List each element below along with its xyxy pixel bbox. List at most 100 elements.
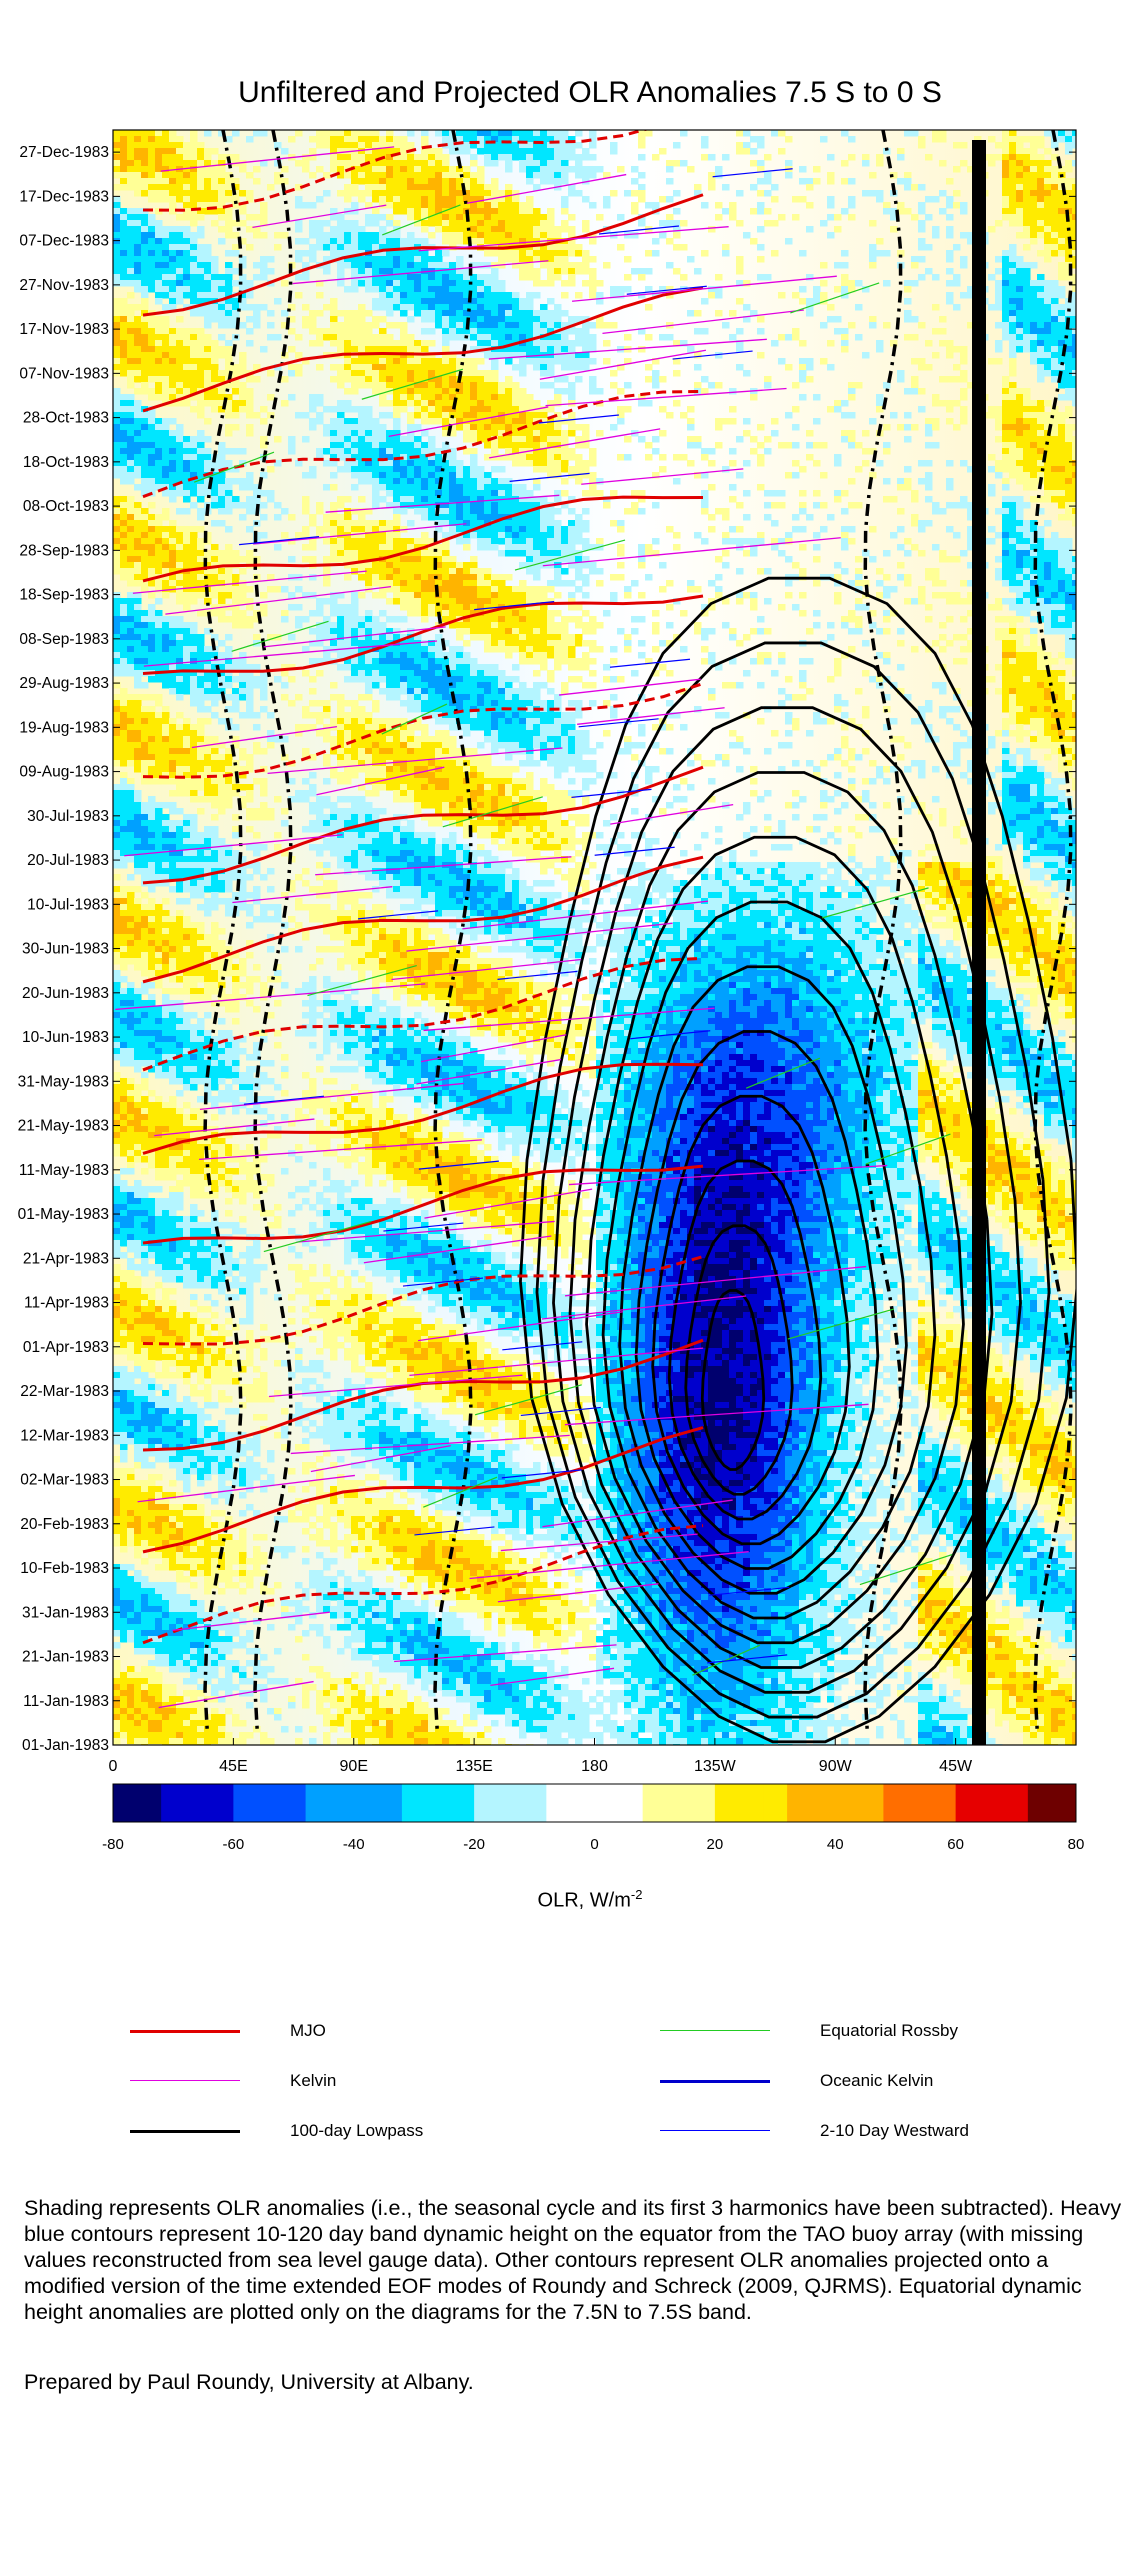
shading-cell <box>211 286 219 293</box>
shading-cell <box>162 304 170 311</box>
shading-cell <box>512 310 520 317</box>
shading-cell <box>113 238 121 245</box>
shading-cell <box>288 136 296 143</box>
shading-cell <box>344 370 352 377</box>
shading-cell <box>449 526 457 533</box>
shading-cell <box>400 436 408 443</box>
shading-cell <box>1002 418 1010 425</box>
shading-cell <box>1065 502 1073 509</box>
shading-cell <box>1037 430 1045 437</box>
shading-cell <box>204 334 212 341</box>
shading-cell <box>183 490 191 497</box>
shading-cell <box>904 466 912 473</box>
shading-cell <box>421 130 429 137</box>
shading-cell <box>141 478 149 485</box>
shading-cell <box>568 364 576 371</box>
shading-cell <box>155 286 163 293</box>
shading-cell <box>946 376 954 383</box>
shading-cell <box>155 424 163 431</box>
shading-cell <box>477 148 485 155</box>
shading-cell <box>547 430 555 437</box>
shading-cell <box>911 256 919 263</box>
shading-cell <box>120 436 128 443</box>
shading-cell <box>1009 358 1017 365</box>
shading-cell <box>183 400 191 407</box>
shading-cell <box>190 280 198 287</box>
shading-cell <box>127 268 135 275</box>
shading-cell <box>1009 304 1017 311</box>
shading-cell <box>1065 352 1073 359</box>
shading-cell <box>134 340 142 347</box>
shading-cell <box>498 502 506 509</box>
shading-cell <box>554 148 562 155</box>
shading-cell <box>582 442 590 449</box>
shading-cell <box>554 244 562 251</box>
shading-cell <box>379 226 387 233</box>
shading-cell <box>351 262 359 269</box>
shading-cell <box>806 310 814 317</box>
shading-cell <box>176 550 184 557</box>
shading-cell <box>848 322 856 329</box>
shading-cell <box>799 286 807 293</box>
shading-cell <box>204 466 212 473</box>
shading-cell <box>148 520 156 527</box>
shading-cell <box>855 304 863 311</box>
shading-cell <box>393 460 401 467</box>
shading-cell <box>589 448 597 455</box>
shading-cell <box>883 442 891 449</box>
shading-cell <box>365 412 373 419</box>
shading-cell <box>386 334 394 341</box>
shading-cell <box>246 304 254 311</box>
shading-cell <box>239 484 247 491</box>
shading-cell <box>113 196 121 203</box>
shading-cell <box>428 148 436 155</box>
shading-cell <box>491 202 499 209</box>
shading-cell <box>631 508 639 515</box>
shading-cell <box>148 346 156 353</box>
shading-cell <box>925 364 933 371</box>
shading-cell <box>197 352 205 359</box>
shading-cell <box>211 556 219 563</box>
shading-cell <box>421 280 429 287</box>
shading-cell <box>666 214 674 221</box>
shading-cell <box>463 136 471 143</box>
shading-cell <box>337 376 345 383</box>
shading-cell <box>526 214 534 221</box>
shading-cell <box>337 520 345 527</box>
shading-cell <box>120 232 128 239</box>
shading-cell <box>1065 496 1073 503</box>
shading-cell <box>505 550 513 557</box>
shading-cell <box>911 280 919 287</box>
shading-cell <box>162 394 170 401</box>
shading-cell <box>155 130 163 137</box>
shading-cell <box>1037 370 1045 377</box>
shading-cell <box>435 130 443 137</box>
shading-cell <box>834 316 842 323</box>
shading-cell <box>204 292 212 299</box>
shading-cell <box>323 556 331 563</box>
shading-cell <box>708 382 716 389</box>
shading-cell <box>442 496 450 503</box>
shading-cell <box>540 226 548 233</box>
shading-cell <box>197 442 205 449</box>
shading-cell <box>113 154 121 161</box>
shading-cell <box>1051 532 1059 539</box>
shading-cell <box>869 316 877 323</box>
shading-cell <box>498 394 506 401</box>
shading-cell <box>561 280 569 287</box>
shading-cell <box>589 268 597 275</box>
shading-cell <box>505 232 513 239</box>
shading-cell <box>337 544 345 551</box>
shading-cell <box>113 544 121 551</box>
shading-cell <box>379 442 387 449</box>
shading-cell <box>183 142 191 149</box>
shading-cell <box>351 178 359 185</box>
shading-cell <box>470 310 478 317</box>
shading-cell <box>141 442 149 449</box>
shading-cell <box>813 490 821 497</box>
shading-cell <box>533 358 541 365</box>
shading-cell <box>400 478 408 485</box>
shading-cell <box>484 298 492 305</box>
shading-cell <box>554 166 562 173</box>
shading-cell <box>575 262 583 269</box>
